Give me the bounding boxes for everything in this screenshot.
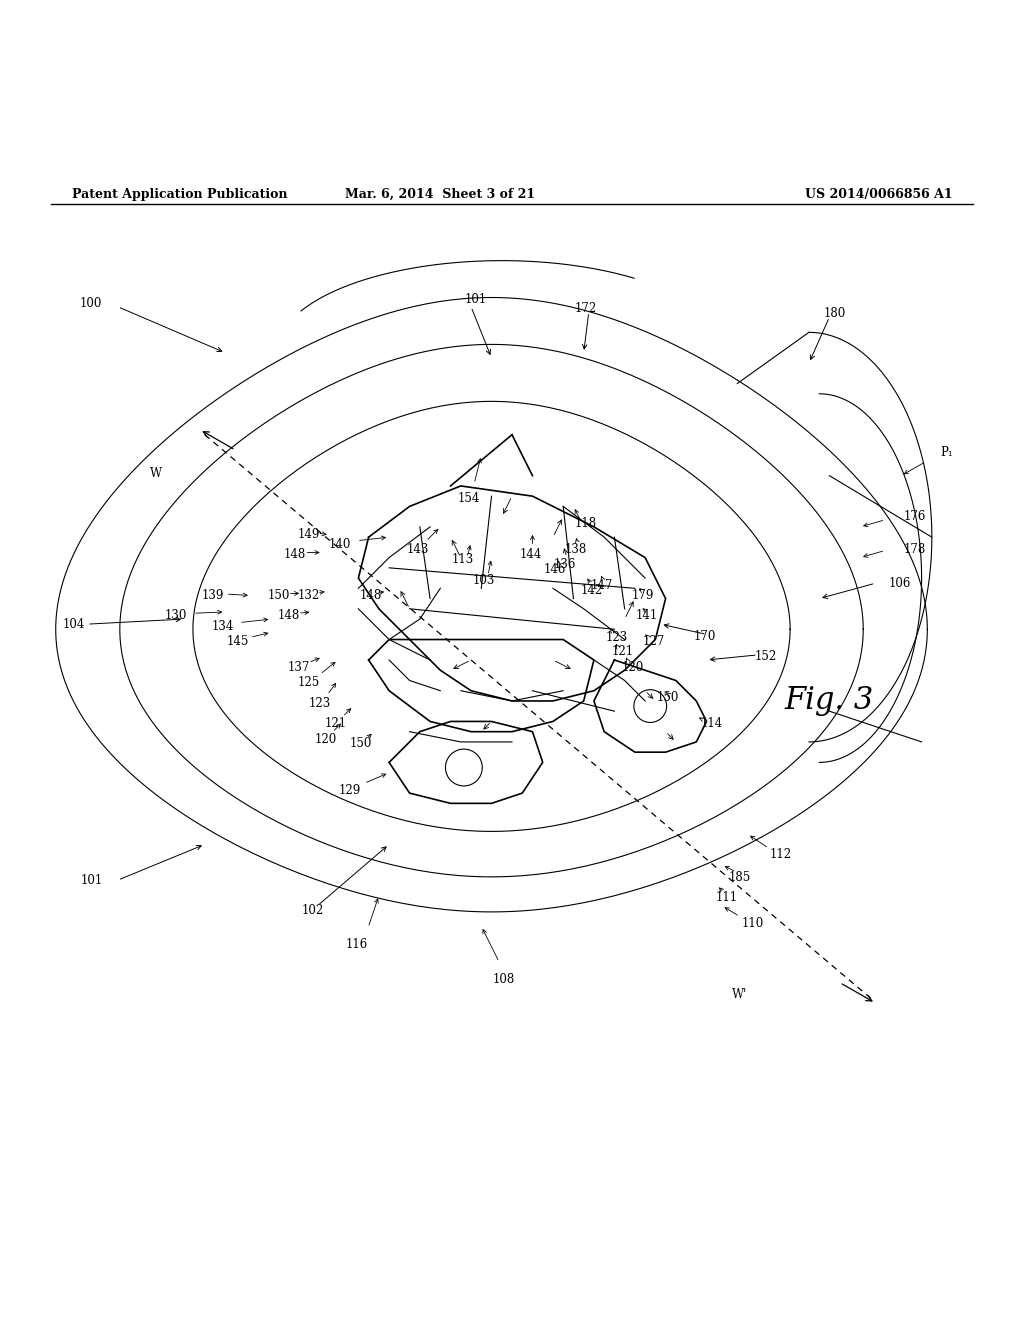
Text: 172: 172 [574,302,597,315]
Text: 138: 138 [564,543,587,556]
Text: 143: 143 [407,543,429,556]
Text: 112: 112 [769,847,792,861]
Text: 121: 121 [611,645,634,659]
Text: Fig. 3: Fig. 3 [784,685,874,717]
Text: 110: 110 [741,916,764,929]
Text: 170: 170 [693,630,716,643]
Text: 100: 100 [80,297,102,310]
Text: 185: 185 [728,871,751,883]
Text: 178: 178 [903,543,926,556]
Text: 149: 149 [298,528,321,541]
Text: W: W [150,467,162,480]
Text: 118: 118 [574,517,597,531]
Text: 113: 113 [452,553,474,566]
Text: 102: 102 [301,904,324,917]
Text: US 2014/0066856 A1: US 2014/0066856 A1 [805,187,952,201]
Text: Patent Application Publication: Patent Application Publication [72,187,287,201]
Text: 146: 146 [544,564,566,577]
Text: 127: 127 [642,635,665,648]
Text: 142: 142 [581,583,603,597]
Text: 101: 101 [80,874,102,887]
Text: 104: 104 [62,618,85,631]
Text: 139: 139 [202,589,224,602]
Text: 141: 141 [636,610,658,623]
Text: 179: 179 [632,589,654,602]
Text: 147: 147 [591,578,613,591]
Text: 152: 152 [755,651,777,664]
Text: W': W' [732,989,746,1002]
Text: 111: 111 [716,891,738,904]
Text: Mar. 6, 2014  Sheet 3 of 21: Mar. 6, 2014 Sheet 3 of 21 [345,187,536,201]
Text: 120: 120 [622,661,644,673]
Text: 123: 123 [605,631,628,644]
Text: 150: 150 [349,738,372,751]
Text: 145: 145 [226,635,249,648]
Text: P₁: P₁ [940,446,952,458]
Text: 101: 101 [465,293,487,306]
Text: 130: 130 [165,610,187,623]
Text: 148: 148 [359,589,382,602]
Text: 176: 176 [903,510,926,523]
Text: 150: 150 [267,589,290,602]
Text: 120: 120 [314,734,337,746]
Text: 116: 116 [345,939,368,952]
Text: 150: 150 [656,692,679,705]
Text: 123: 123 [308,697,331,710]
Text: 121: 121 [325,717,347,730]
Text: 148: 148 [278,610,300,623]
Text: 114: 114 [700,717,723,730]
Text: 108: 108 [493,973,515,986]
Text: 132: 132 [298,589,321,602]
Text: 180: 180 [823,308,846,321]
Text: 148: 148 [284,548,306,561]
Text: 129: 129 [339,784,361,796]
Text: 106: 106 [889,577,911,590]
Text: 137: 137 [288,661,310,673]
Text: 103: 103 [472,574,495,586]
Text: 134: 134 [212,619,234,632]
Text: 154: 154 [458,492,480,504]
Text: 125: 125 [298,676,321,689]
Text: 140: 140 [329,537,351,550]
Text: 144: 144 [519,548,542,561]
Text: 136: 136 [554,558,577,572]
